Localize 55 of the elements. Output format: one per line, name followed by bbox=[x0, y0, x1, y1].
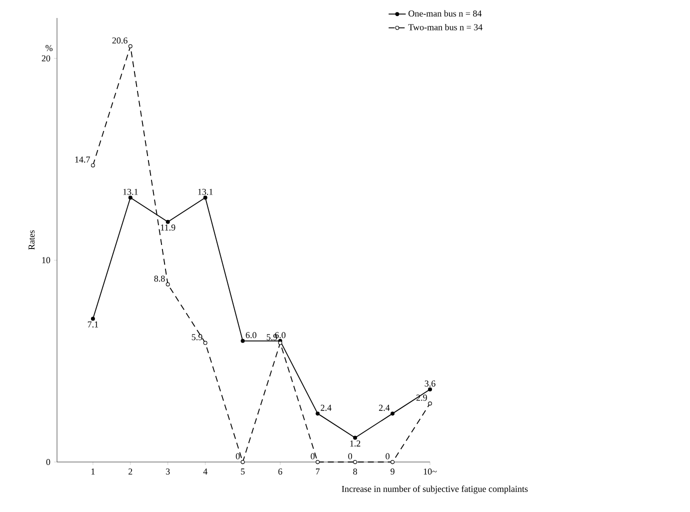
data-label: 2.9 bbox=[416, 394, 427, 401]
y-tick-label: 0 bbox=[46, 458, 50, 466]
data-label: 7.1 bbox=[88, 321, 98, 328]
data-label: 13.1 bbox=[198, 188, 213, 195]
x-tick-label: 10~ bbox=[424, 468, 437, 475]
x-tick-label: 9 bbox=[390, 468, 394, 475]
point bbox=[203, 196, 208, 200]
point bbox=[128, 44, 132, 48]
point bbox=[316, 460, 320, 464]
point bbox=[240, 460, 245, 464]
point bbox=[316, 412, 320, 416]
x-axis-title: Increase in number of subjective fatigue complaints bbox=[342, 486, 528, 494]
x-tick-label: 4 bbox=[203, 468, 208, 474]
point bbox=[353, 460, 358, 464]
data-label: 2.4 bbox=[378, 404, 390, 411]
y-axis-title: Rates bbox=[28, 230, 35, 250]
data-label: 20.6 bbox=[112, 37, 128, 44]
data-label: 6.0 bbox=[246, 332, 256, 338]
point bbox=[166, 220, 170, 224]
data-label: 2.4 bbox=[320, 404, 332, 411]
legend-label: One-man bus n = 84 bbox=[408, 10, 482, 17]
data-label: 8.8 bbox=[154, 276, 165, 282]
x-tick-label: 2 bbox=[128, 468, 132, 474]
data-label: 1.2 bbox=[350, 440, 360, 447]
point bbox=[90, 316, 95, 321]
point bbox=[353, 436, 358, 440]
point bbox=[203, 340, 208, 345]
y-tick-label: 20 bbox=[42, 55, 50, 62]
data-label: 3.6 bbox=[424, 380, 436, 387]
point bbox=[390, 412, 395, 416]
point bbox=[428, 401, 432, 406]
point bbox=[240, 338, 245, 343]
point bbox=[428, 387, 432, 392]
y-tick-label: 10 bbox=[42, 257, 50, 264]
data-label: 13.1 bbox=[123, 188, 138, 195]
legend-label: Two-man bus n = 34 bbox=[408, 24, 482, 30]
data-label: 0 bbox=[348, 453, 352, 460]
x-tick-label: 1 bbox=[91, 468, 95, 474]
text: % bbox=[46, 45, 53, 52]
data-label: 0 bbox=[386, 453, 390, 460]
data-label: 5.9 bbox=[266, 334, 278, 340]
point bbox=[390, 460, 395, 464]
data-label: 0 bbox=[310, 453, 315, 460]
x-tick-label: 3 bbox=[166, 468, 170, 475]
data-label: 14.7 bbox=[75, 156, 90, 163]
point bbox=[128, 196, 132, 200]
data-label: 5.9 bbox=[192, 334, 202, 340]
point bbox=[166, 282, 170, 286]
x-tick-label: 5 bbox=[241, 468, 245, 475]
x-tick-label: 6 bbox=[278, 468, 282, 475]
data-label: 0 bbox=[236, 453, 240, 460]
point bbox=[90, 163, 95, 168]
x-tick-label: 8 bbox=[353, 468, 358, 475]
data-label: 11.9 bbox=[160, 224, 176, 231]
x-tick-label: 7 bbox=[316, 468, 320, 474]
